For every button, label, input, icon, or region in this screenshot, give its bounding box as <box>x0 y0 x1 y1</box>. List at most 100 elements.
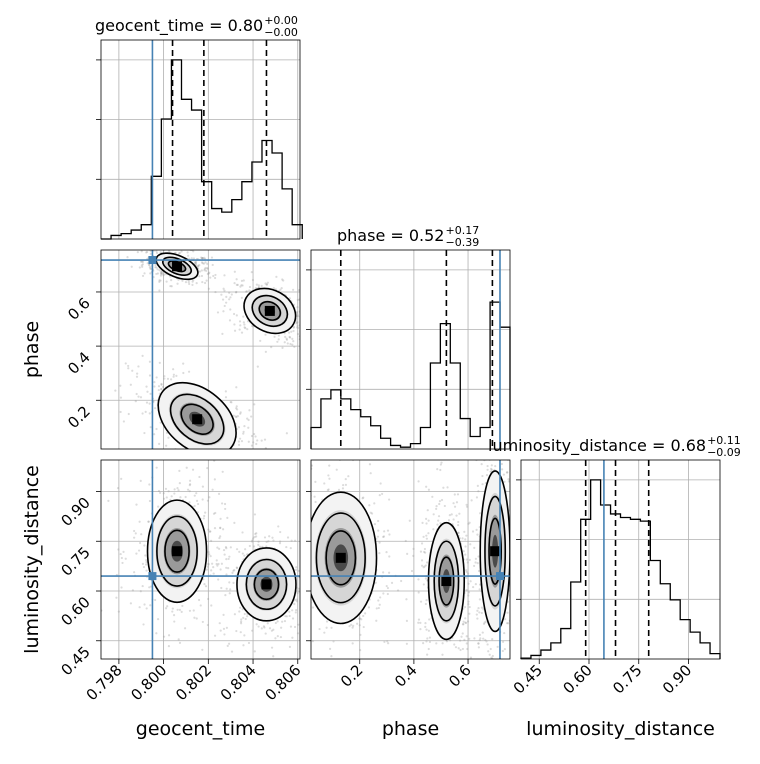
scatter-point <box>475 613 478 616</box>
scatter-point <box>477 490 480 493</box>
scatter-point <box>144 554 147 557</box>
scatter-point <box>450 513 453 516</box>
scatter-point <box>201 464 203 466</box>
marginal-phase <box>310 249 511 450</box>
scatter-point <box>476 484 479 487</box>
scatter-point <box>120 477 123 480</box>
scatter-point <box>344 483 348 486</box>
scatter-point <box>368 463 372 466</box>
scatter-point <box>276 340 279 343</box>
scatter-point <box>209 555 212 558</box>
scatter-point <box>239 411 242 414</box>
scatter-point <box>512 550 514 552</box>
density-peak <box>192 414 203 425</box>
panel-content <box>101 247 337 466</box>
scatter-point <box>233 270 236 273</box>
scatter-point <box>396 589 400 592</box>
scatter-point <box>157 385 161 388</box>
scatter-point <box>468 637 471 640</box>
scatter-point <box>457 520 460 524</box>
panel-title-phase: phase = 0.52 +0.17−0.39 <box>337 224 479 249</box>
scatter-point <box>350 375 352 377</box>
scatter-point <box>183 627 187 630</box>
scatter-point <box>131 369 134 372</box>
scatter-point <box>140 533 143 536</box>
scatter-point <box>423 565 426 568</box>
scatter-point <box>378 541 381 544</box>
scatter-point <box>223 274 226 277</box>
scatter-point <box>468 451 470 453</box>
scatter-point <box>481 474 484 478</box>
scatter-point <box>388 555 391 558</box>
scatter-point <box>243 425 246 428</box>
scatter-point <box>375 607 378 610</box>
scatter-point <box>240 284 243 287</box>
scatter-point <box>181 247 183 249</box>
y-tick-label: 0.6 <box>64 294 94 324</box>
scatter-point <box>293 599 297 602</box>
scatter-point <box>129 602 132 605</box>
scatter-point <box>173 492 176 495</box>
scatter-point <box>422 535 425 538</box>
scatter-point <box>159 274 163 277</box>
scatter-point <box>305 570 307 572</box>
scatter-point <box>280 626 283 629</box>
scatter-point <box>248 285 252 289</box>
density-peak <box>441 576 452 587</box>
scatter-point <box>277 334 280 337</box>
scatter-point <box>238 328 241 331</box>
scatter-point <box>178 641 182 645</box>
scatter-point <box>238 320 242 323</box>
title-plus-error: +0.00 <box>264 14 298 27</box>
scatter-point <box>483 621 486 624</box>
scatter-point <box>149 252 152 255</box>
scatter-point <box>273 335 276 338</box>
scatter-point <box>198 475 201 479</box>
scatter-point <box>313 333 315 335</box>
scatter-point <box>445 665 447 667</box>
scatter-point <box>326 670 328 672</box>
scatter-point <box>285 462 287 464</box>
scatter-point <box>313 495 316 498</box>
scatter-point <box>465 558 468 561</box>
scatter-point <box>222 627 226 630</box>
scatter-point <box>225 626 228 629</box>
scatter-point <box>476 609 479 612</box>
scatter-point <box>223 633 226 636</box>
scatter-point <box>306 466 308 468</box>
scatter-point <box>466 572 470 575</box>
scatter-point <box>155 466 158 469</box>
scatter-point <box>335 318 337 320</box>
scatter-point <box>200 269 203 272</box>
scatter-point <box>296 592 299 595</box>
scatter-point <box>253 535 256 539</box>
scatter-point <box>295 600 299 603</box>
scatter-point <box>197 598 201 602</box>
scatter-point <box>216 546 219 549</box>
scatter-point <box>490 656 493 659</box>
plot-text-layer: 0.798 0.800 0.802 0.804 0.806 geocent_time 0.2… <box>21 14 741 740</box>
scatter-point <box>440 461 443 464</box>
scatter-point <box>461 623 465 626</box>
scatter-point <box>334 708 336 710</box>
scatter-point <box>486 468 489 471</box>
scatter-point <box>502 692 504 694</box>
scatter-point <box>161 272 164 275</box>
scatter-point <box>149 392 152 395</box>
scatter-point <box>134 400 137 403</box>
scatter-point <box>197 502 200 506</box>
scatter-point <box>242 432 245 435</box>
scatter-point <box>281 278 284 281</box>
scatter-point <box>142 623 145 626</box>
scatter-point <box>142 452 144 454</box>
scatter-point <box>291 343 294 346</box>
scatter-point <box>241 531 244 534</box>
scatter-point <box>342 483 345 487</box>
scatter-point <box>192 257 196 260</box>
scatter-point <box>241 462 243 464</box>
scatter-point <box>459 648 462 652</box>
scatter-point <box>206 267 209 270</box>
scatter-point <box>251 278 255 282</box>
scatter-point <box>162 492 165 495</box>
scatter-point <box>188 501 191 504</box>
